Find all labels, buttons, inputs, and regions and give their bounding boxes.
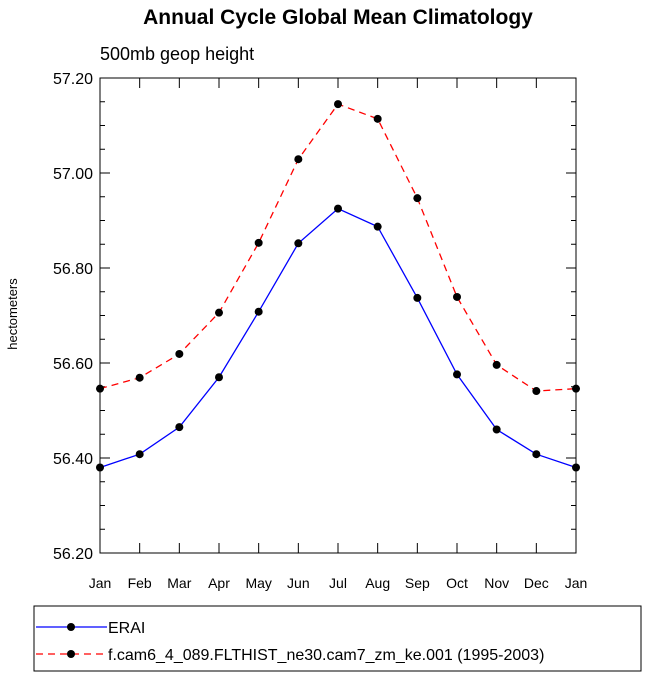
series-1-point <box>175 423 184 432</box>
series-2-point <box>175 349 184 358</box>
x-tick-label: Mar <box>167 575 191 591</box>
series-1-point <box>294 239 303 248</box>
series-1-point <box>334 204 342 213</box>
series-line-2 <box>99 103 577 392</box>
series-1-point <box>492 425 501 434</box>
x-tick-label: Jun <box>287 575 310 591</box>
series-2-point <box>453 292 461 301</box>
x-tick-label: Aug <box>365 575 390 591</box>
series-2-point <box>135 373 144 382</box>
series-2-point <box>96 384 104 393</box>
series-1-point <box>135 450 144 459</box>
series-2-point <box>254 238 263 247</box>
series-line-1 <box>99 207 577 469</box>
legend-box <box>33 605 642 672</box>
x-tick-label: Jul <box>329 575 347 591</box>
series-2-point <box>215 308 223 317</box>
y-tick-label: 57.20 <box>53 71 93 88</box>
y-tick-label: 57.00 <box>53 166 93 183</box>
y-tick-label: 56.20 <box>53 546 93 563</box>
x-tick-label: Apr <box>208 575 230 591</box>
y-tick-label: 56.80 <box>53 261 93 278</box>
legend-label-2: f.cam6_4_089.FLTHIST_ne30.cam7_zm_ke.001… <box>108 647 544 664</box>
chart-subtitle: 500mb geop height <box>100 44 254 64</box>
series-2-point <box>492 360 501 369</box>
series-1-point <box>572 463 580 472</box>
series-2-point <box>413 194 422 203</box>
series-1-point <box>373 222 382 231</box>
x-tick-label: Jan <box>89 575 112 591</box>
x-tick-label: Feb <box>128 575 152 591</box>
series-1-point <box>413 293 422 302</box>
series-1-point <box>254 307 263 316</box>
series-1-point <box>453 370 461 379</box>
series-1-point <box>215 373 223 382</box>
series-2-point <box>334 100 342 109</box>
x-tick-label: Jan <box>565 575 588 591</box>
legend-marker-1 <box>67 623 75 631</box>
plot-frame <box>99 77 577 554</box>
x-tick-label: Dec <box>524 575 549 591</box>
series-2-point <box>373 114 382 123</box>
legend-marker-2 <box>67 650 75 658</box>
series-2-point <box>532 387 541 396</box>
x-tick-label: Oct <box>446 575 468 591</box>
series-2-point <box>572 384 580 393</box>
x-tick-label: Nov <box>484 575 509 591</box>
series-1-point <box>532 450 541 459</box>
y-axis-label: hectometers <box>5 278 20 350</box>
series-1-point <box>96 463 104 472</box>
legend-label-1: ERAI <box>108 620 145 637</box>
chart-title: Annual Cycle Global Mean Climatology <box>143 6 533 29</box>
y-tick-label: 56.60 <box>53 356 93 373</box>
series-2-point <box>294 155 303 164</box>
y-tick-label: 56.40 <box>53 451 93 468</box>
x-tick-label: Sep <box>405 575 430 591</box>
x-tick-label: May <box>245 575 271 591</box>
